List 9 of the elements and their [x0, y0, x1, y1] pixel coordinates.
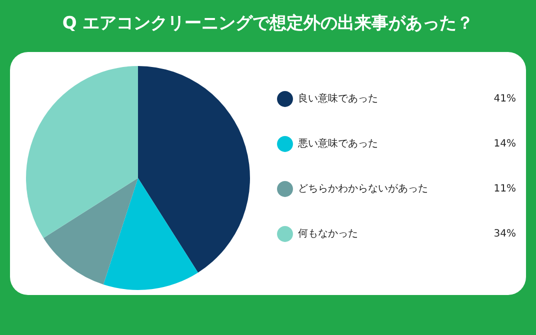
legend-label: どちらかわからないがあった	[298, 184, 428, 194]
legend-label: 何もなかった	[298, 228, 358, 240]
data-label: 11%	[494, 184, 516, 194]
data-label: 34%	[494, 228, 516, 240]
legend-label: 悪い意味であった	[297, 138, 378, 150]
data-label: 41%	[494, 94, 516, 104]
data-label: 14%	[494, 138, 516, 150]
legend-label: 良い意味であった	[298, 92, 378, 104]
chart-title: Q エアコンクリーニングで想定外の出来事があった？	[62, 14, 474, 34]
